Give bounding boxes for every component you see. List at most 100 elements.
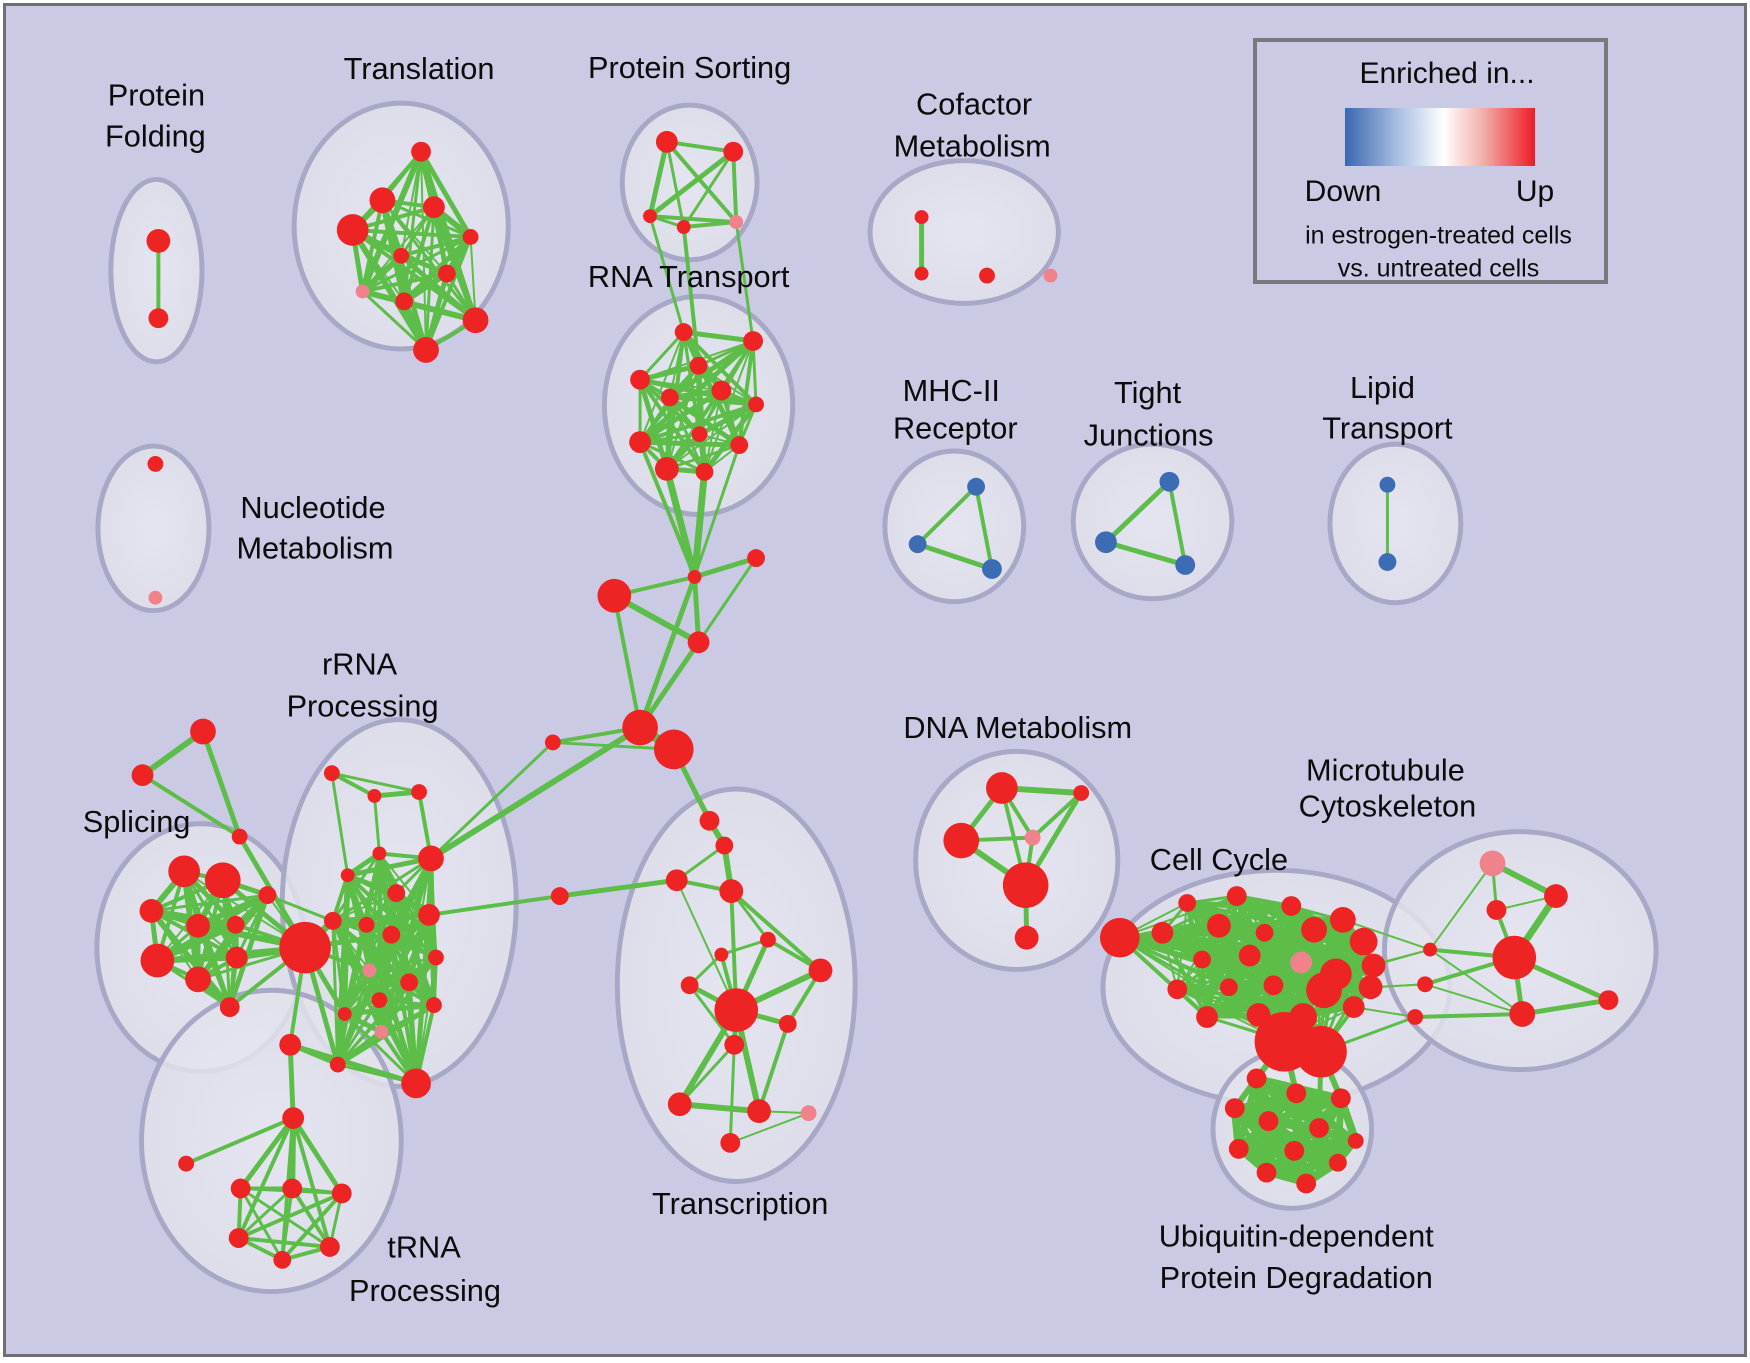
ubiquitin-degradation-node-4[interactable] (1258, 1111, 1279, 1131)
lipid-transport-node-0[interactable] (1379, 476, 1396, 493)
ubiquitin-degradation-node-1[interactable] (1286, 1083, 1307, 1104)
cell-cycle-node-9[interactable] (1099, 917, 1140, 958)
cell-cycle-node-3[interactable] (1329, 906, 1356, 933)
splicing-node-3[interactable] (186, 913, 210, 938)
central-connectors-node-2[interactable] (597, 578, 632, 613)
cell-cycle-node-0[interactable] (1178, 894, 1197, 912)
rna-transport-node-8[interactable] (629, 431, 651, 454)
ubiquitin-degradation-node-2[interactable] (1330, 1088, 1351, 1109)
rrna-processing-node-8[interactable] (362, 963, 377, 978)
rna-transport-node-6[interactable] (748, 396, 764, 413)
transcription-node-11[interactable] (724, 1034, 745, 1055)
rrna-processing-node-1[interactable] (358, 916, 375, 933)
dna-metabolism-node-5[interactable] (1014, 925, 1039, 950)
rrna-processing-node-9[interactable] (400, 973, 419, 992)
dna-metabolism-node-1[interactable] (1073, 785, 1090, 801)
rna-transport-node-2[interactable] (689, 356, 708, 375)
protein-sorting-node-3[interactable] (676, 220, 691, 234)
lipid-transport-node-1[interactable] (1378, 553, 1397, 571)
ubiquitin-degradation-node-0[interactable] (1246, 1068, 1267, 1089)
tight-junctions-node-2[interactable] (1175, 555, 1196, 575)
translation-node-1[interactable] (369, 187, 396, 214)
transcription-node-4[interactable] (550, 887, 569, 905)
transcription-node-12[interactable] (667, 1092, 692, 1117)
rrna-top-node-1[interactable] (367, 789, 382, 803)
transcription-node-1[interactable] (715, 836, 734, 855)
transcription-node-13[interactable] (747, 1099, 771, 1124)
microtubule-cytoskeleton-node-7[interactable] (1598, 990, 1619, 1011)
tight-junctions-node-1[interactable] (1095, 531, 1117, 554)
cell-cycle-node-4[interactable] (1151, 921, 1174, 944)
cell-cycle-node-11[interactable] (1238, 944, 1261, 967)
cell-cycle-node-18[interactable] (1306, 972, 1342, 1009)
ubiquitin-degradation-node-9[interactable] (1256, 1162, 1277, 1183)
transcription-node-14[interactable] (800, 1105, 817, 1122)
cell-cycle-node-6[interactable] (1255, 923, 1274, 942)
rna-transport-node-1[interactable] (743, 331, 763, 351)
trna-processing-node-6[interactable] (228, 1228, 249, 1248)
central-connectors-node-1[interactable] (747, 549, 765, 568)
cell-cycle-node-23[interactable] (1342, 996, 1365, 1018)
ubiquitin-degradation-node-11[interactable] (1347, 1132, 1364, 1149)
splicing-node-0[interactable] (168, 855, 201, 888)
rrna-top-node-0[interactable] (323, 765, 340, 782)
translation-node-0[interactable] (411, 141, 431, 162)
cell-cycle-node-25[interactable] (1295, 1025, 1347, 1078)
trna-processing-node-2[interactable] (178, 1155, 195, 1172)
rrna-processing-node-2[interactable] (382, 925, 401, 944)
rrna-processing-node-0[interactable] (323, 911, 342, 930)
cell-cycle-node-17[interactable] (1263, 975, 1284, 996)
nucleotide-metabolism-node-0[interactable] (147, 455, 164, 472)
transcription-node-0[interactable] (699, 810, 720, 831)
central-connectors-node-3[interactable] (687, 631, 710, 654)
trna-processing-node-8[interactable] (273, 1250, 292, 1269)
translation-node-2[interactable] (423, 196, 445, 219)
rrna-processing-node-3[interactable] (418, 845, 444, 872)
tight-junctions-node-0[interactable] (1159, 471, 1180, 492)
ubiquitin-degradation-node-6[interactable] (1228, 1138, 1249, 1159)
cell-cycle-node-14[interactable] (1361, 953, 1386, 978)
cell-cycle-node-2[interactable] (1281, 896, 1302, 916)
ubiquitin-degradation-node-10[interactable] (1296, 1173, 1317, 1194)
trna-processing-node-5[interactable] (331, 1183, 352, 1204)
microtubule-cytoskeleton-node-4[interactable] (1492, 935, 1537, 980)
translation-node-4[interactable] (462, 229, 479, 245)
rrna-processing-node-12[interactable] (401, 1068, 431, 1099)
mhc-ii-receptor-node-1[interactable] (908, 535, 927, 554)
ubiquitin-degradation-node-8[interactable] (1328, 1153, 1347, 1172)
mhc-ii-receptor-node-0[interactable] (967, 477, 986, 496)
protein-folding-node-1[interactable] (148, 308, 169, 329)
rrna-processing-node-11[interactable] (329, 1056, 346, 1073)
rrna-processing-node-4[interactable] (387, 884, 406, 903)
microtubule-cytoskeleton-node-0[interactable] (1479, 850, 1506, 877)
translation-node-6[interactable] (437, 264, 456, 283)
microtubule-cytoskeleton-node-5[interactable] (1417, 976, 1434, 993)
protein-sorting-node-4[interactable] (729, 215, 744, 230)
trna-processing-node-7[interactable] (319, 1237, 340, 1257)
cell-cycle-node-15[interactable] (1167, 979, 1188, 1000)
splicing-node-2[interactable] (139, 899, 164, 923)
cell-cycle-node-8[interactable] (1349, 927, 1378, 956)
transcription-node-3[interactable] (719, 879, 744, 904)
ubiquitin-degradation-node-5[interactable] (1309, 1118, 1329, 1138)
cell-cycle-node-1[interactable] (1226, 886, 1247, 906)
rrna-processing-node-10[interactable] (374, 1024, 389, 1039)
rna-transport-node-5[interactable] (711, 380, 732, 401)
translation-node-3[interactable] (336, 214, 369, 246)
protein-sorting-node-1[interactable] (723, 141, 744, 162)
rrna-processing-node-16[interactable] (427, 949, 444, 966)
microtubule-cytoskeleton-node-6[interactable] (1509, 1001, 1536, 1027)
central-connectors-node-5[interactable] (653, 729, 694, 770)
splicing-triangle-node-1[interactable] (131, 764, 154, 787)
splicing-node-9[interactable] (219, 997, 240, 1017)
rrna-processing-node-6[interactable] (340, 868, 355, 883)
central-connectors-node-6[interactable] (544, 734, 561, 751)
rna-transport-node-4[interactable] (660, 388, 679, 407)
rna-transport-node-11[interactable] (695, 462, 714, 481)
rrna-processing-node-5[interactable] (418, 904, 440, 926)
translation-node-9[interactable] (462, 307, 489, 334)
transcription-node-8[interactable] (680, 976, 699, 995)
dna-metabolism-node-3[interactable] (1024, 829, 1041, 846)
trna-processing-node-0[interactable] (279, 1033, 302, 1056)
cofactor-metabolism-node-3[interactable] (1043, 268, 1058, 283)
